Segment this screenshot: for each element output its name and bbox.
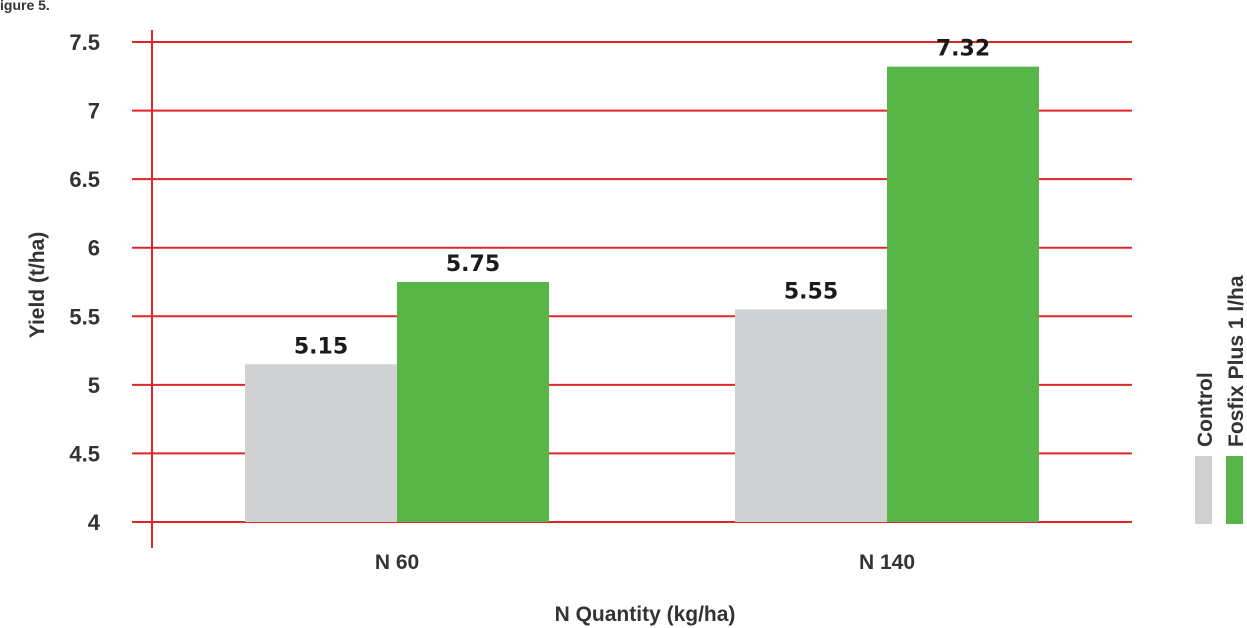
bar xyxy=(245,364,397,522)
x-category-labels: N 60 N 140 xyxy=(375,551,915,574)
legend-swatch-fosfix xyxy=(1226,456,1243,524)
data-label: 7.32 xyxy=(936,37,990,62)
data-label: 5.15 xyxy=(294,334,348,359)
y-tick-label: 7.5 xyxy=(69,30,100,55)
y-tick-label: 4.5 xyxy=(69,441,100,466)
bar xyxy=(887,66,1039,522)
bar xyxy=(735,309,887,522)
legend-label-control: Control xyxy=(1194,372,1217,447)
legend-swatch-control xyxy=(1195,456,1212,524)
y-tick-label: 6.5 xyxy=(69,167,100,192)
y-tick-label: 4 xyxy=(88,510,101,535)
figure-label: igure 5. xyxy=(0,0,50,13)
x-category-label: N 60 xyxy=(375,551,419,574)
bars xyxy=(245,66,1039,522)
bar xyxy=(397,282,549,522)
y-tick-label: 5 xyxy=(88,373,100,398)
y-tick-label: 6 xyxy=(88,236,100,261)
y-tick-labels: 4 4.5 5 5.5 6 6.5 7 7.5 xyxy=(69,30,100,535)
y-tick-label: 7 xyxy=(88,99,100,124)
data-labels: 5.15 5.75 5.55 7.32 xyxy=(294,37,990,360)
x-axis-title: N Quantity (kg/ha) xyxy=(555,603,736,626)
data-label: 5.55 xyxy=(784,279,838,304)
data-label: 5.75 xyxy=(446,252,500,277)
legend: Control Fosfix Plus 1 l/ha xyxy=(1194,275,1247,524)
y-tick-label: 5.5 xyxy=(69,304,100,329)
x-category-label: N 140 xyxy=(859,551,915,574)
y-axis-title: Yield (t/ha) xyxy=(26,232,49,339)
legend-label-fosfix: Fosfix Plus 1 l/ha xyxy=(1225,275,1247,447)
